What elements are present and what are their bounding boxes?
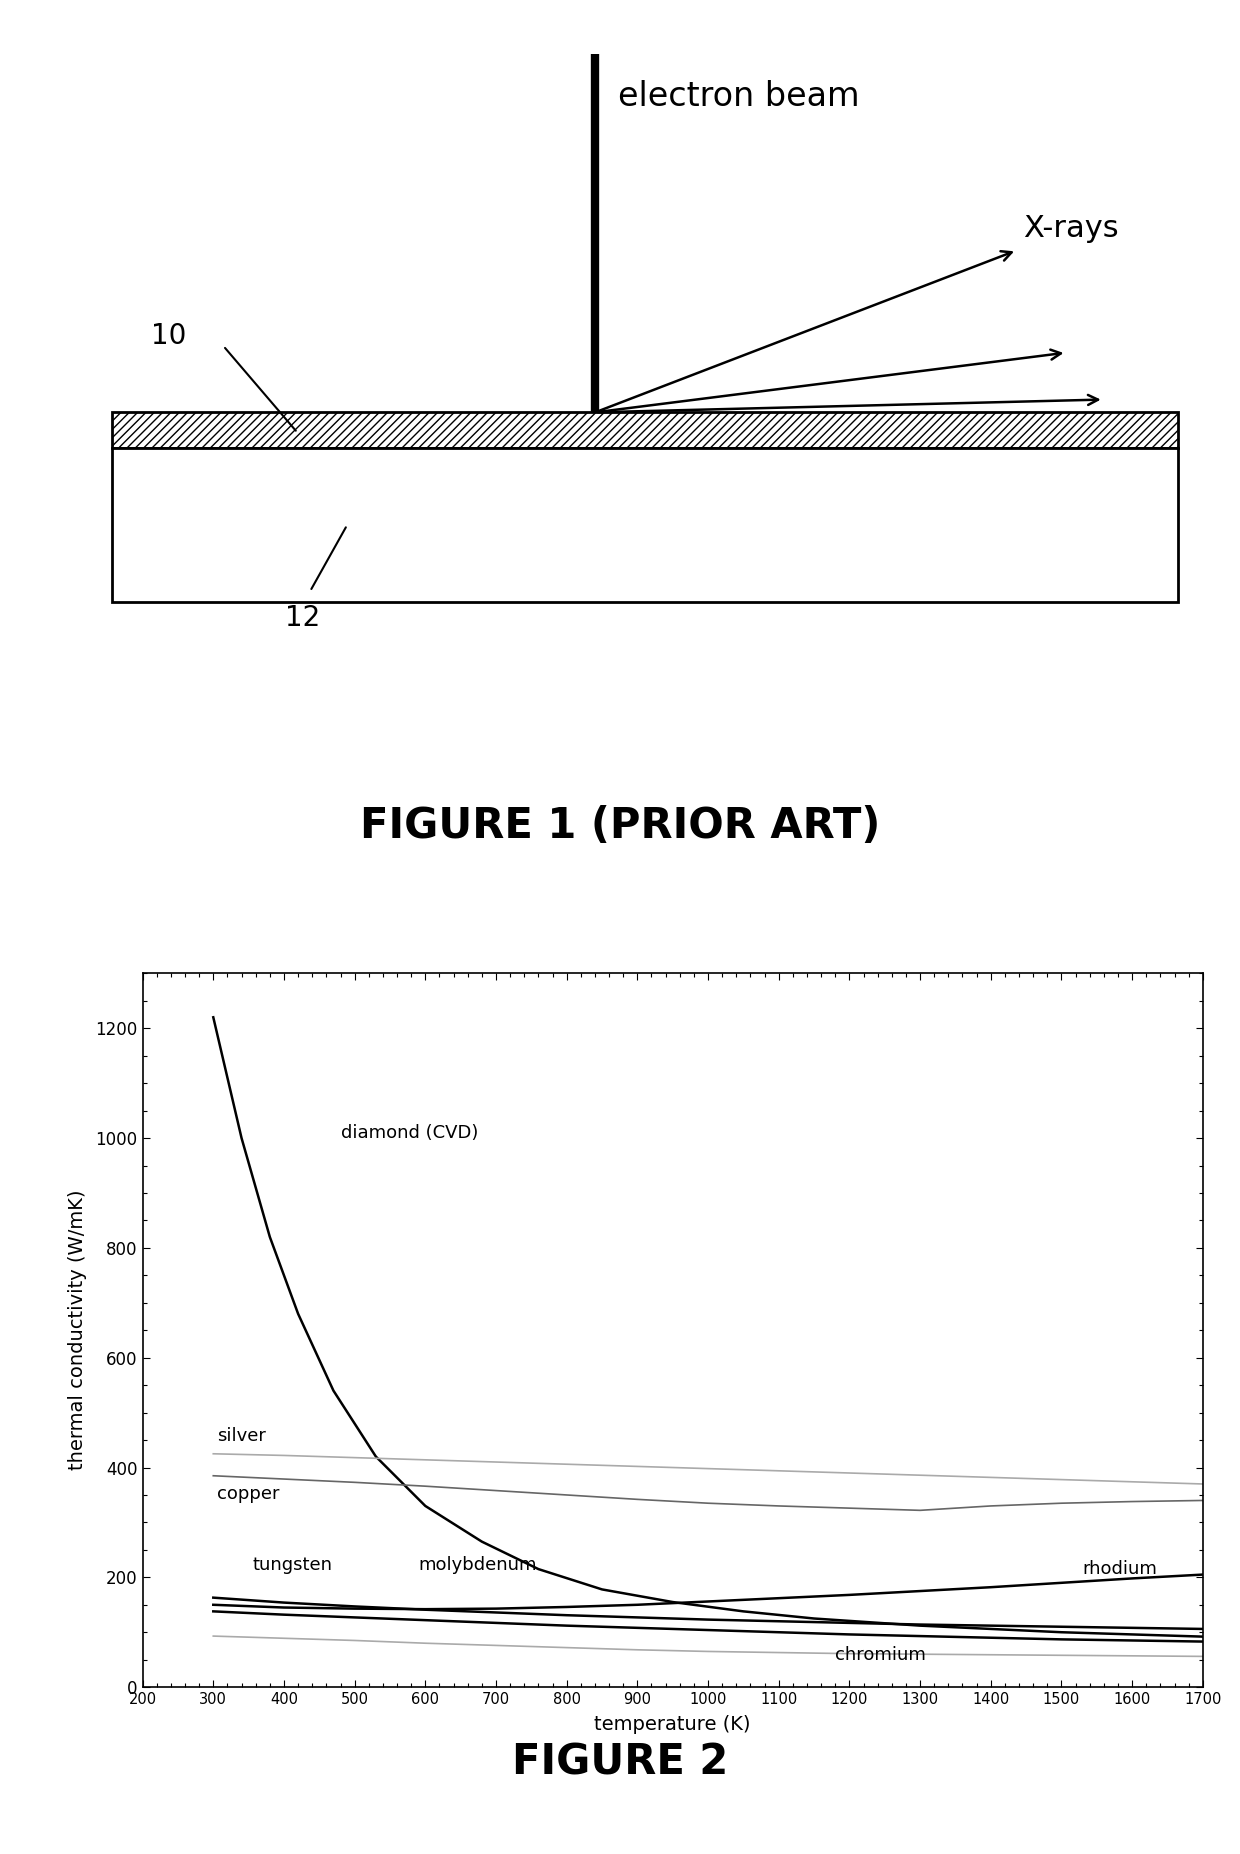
- Text: molybdenum: molybdenum: [418, 1556, 537, 1574]
- Text: 12: 12: [285, 604, 320, 632]
- X-axis label: temperature (K): temperature (K): [594, 1715, 751, 1733]
- Text: electron beam: electron beam: [618, 80, 859, 113]
- Text: FIGURE 1 (PRIOR ART): FIGURE 1 (PRIOR ART): [360, 805, 880, 847]
- Text: diamond (CVD): diamond (CVD): [341, 1124, 477, 1142]
- Text: silver: silver: [217, 1428, 265, 1444]
- Text: rhodium: rhodium: [1083, 1559, 1157, 1578]
- Text: 10: 10: [150, 321, 186, 350]
- Text: FIGURE 2: FIGURE 2: [512, 1741, 728, 1784]
- Text: chromium: chromium: [836, 1646, 926, 1665]
- Bar: [112, 449, 1178, 603]
- Text: X-rays: X-rays: [1023, 215, 1118, 243]
- Bar: [112, 412, 1178, 449]
- Text: tungsten: tungsten: [252, 1556, 332, 1574]
- Y-axis label: thermal conductivity (W/mK): thermal conductivity (W/mK): [68, 1190, 87, 1470]
- Text: copper: copper: [217, 1485, 279, 1504]
